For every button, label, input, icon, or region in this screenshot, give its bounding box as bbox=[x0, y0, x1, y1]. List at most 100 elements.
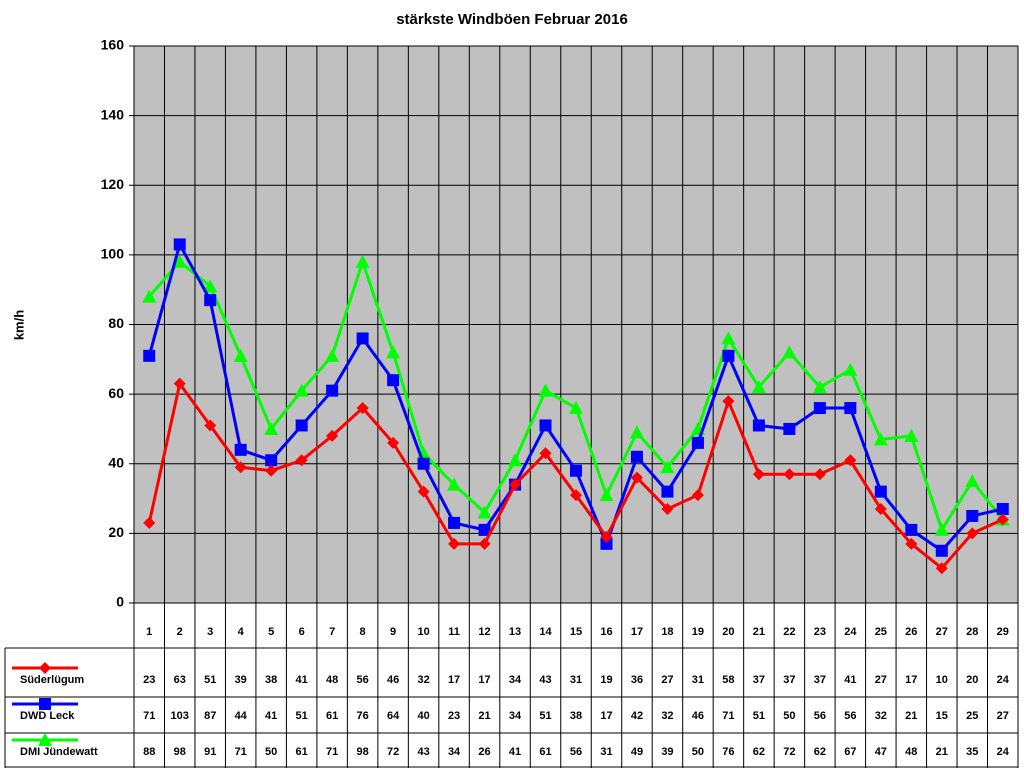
point bbox=[600, 530, 613, 543]
y-tick-label: 60 bbox=[108, 385, 124, 401]
table-value: 48 bbox=[326, 674, 338, 686]
point bbox=[172, 254, 187, 268]
point bbox=[783, 422, 796, 435]
table-value: 34 bbox=[448, 746, 461, 758]
point bbox=[812, 380, 827, 394]
point bbox=[843, 362, 858, 376]
x-tick-label: 13 bbox=[509, 626, 521, 638]
x-tick-label: 9 bbox=[390, 626, 396, 638]
x-tick-label: 24 bbox=[844, 626, 857, 638]
table-value: 56 bbox=[844, 710, 856, 722]
table-value: 24 bbox=[997, 746, 1010, 758]
table-value: 51 bbox=[753, 710, 765, 722]
x-tick-label: 2 bbox=[177, 626, 183, 638]
table-value: 71 bbox=[143, 710, 155, 722]
point bbox=[905, 537, 918, 550]
table-value: 46 bbox=[692, 710, 704, 722]
point bbox=[142, 289, 157, 303]
table-value: 62 bbox=[814, 746, 826, 758]
point bbox=[264, 421, 279, 435]
table-value: 88 bbox=[143, 746, 155, 758]
x-tick-label: 7 bbox=[329, 626, 335, 638]
point bbox=[996, 503, 1009, 516]
table-value: 36 bbox=[631, 674, 643, 686]
table-value: 103 bbox=[171, 710, 189, 722]
point bbox=[417, 485, 430, 498]
table-value: 72 bbox=[783, 746, 795, 758]
table-value: 51 bbox=[539, 710, 551, 722]
y-tick-label: 0 bbox=[116, 594, 124, 610]
point bbox=[630, 471, 643, 484]
point bbox=[204, 419, 217, 432]
point bbox=[600, 537, 613, 550]
point bbox=[447, 477, 462, 491]
point bbox=[204, 294, 217, 307]
point bbox=[752, 419, 765, 432]
point bbox=[387, 436, 400, 449]
x-tick-label: 16 bbox=[600, 626, 612, 638]
point bbox=[752, 468, 765, 481]
x-tick-label: 11 bbox=[448, 626, 460, 638]
point bbox=[722, 395, 735, 408]
point bbox=[965, 474, 980, 488]
table-value: 32 bbox=[417, 674, 429, 686]
table-value: 62 bbox=[753, 746, 765, 758]
legend-label: DMI Jündewatt bbox=[20, 746, 98, 758]
point bbox=[966, 527, 979, 540]
point bbox=[143, 516, 156, 529]
y-axis-label: km/h bbox=[11, 310, 26, 340]
point bbox=[448, 537, 461, 550]
table-value: 41 bbox=[844, 674, 856, 686]
point bbox=[233, 348, 248, 362]
table-value: 37 bbox=[753, 674, 765, 686]
table-value: 43 bbox=[539, 674, 551, 686]
y-tick-label: 140 bbox=[101, 106, 125, 122]
point bbox=[356, 402, 369, 415]
point bbox=[660, 460, 675, 474]
table-value: 10 bbox=[936, 674, 948, 686]
point bbox=[783, 468, 796, 481]
table-value: 27 bbox=[997, 710, 1009, 722]
x-tick-label: 27 bbox=[936, 626, 948, 638]
point bbox=[173, 238, 186, 251]
table-value: 50 bbox=[783, 710, 795, 722]
x-tick-label: 1 bbox=[146, 626, 152, 638]
table-value: 25 bbox=[966, 710, 978, 722]
table-value: 34 bbox=[509, 710, 522, 722]
table-value: 61 bbox=[326, 710, 338, 722]
point bbox=[661, 503, 674, 516]
point bbox=[294, 383, 309, 397]
y-tick-label: 80 bbox=[108, 315, 124, 331]
point bbox=[387, 374, 400, 387]
point bbox=[234, 443, 247, 456]
legend-marker bbox=[38, 733, 52, 746]
y-tick-label: 20 bbox=[108, 524, 124, 540]
x-tick-label: 23 bbox=[814, 626, 826, 638]
point bbox=[722, 349, 735, 362]
y-tick-label: 40 bbox=[108, 454, 124, 470]
y-tick-label: 160 bbox=[101, 37, 125, 53]
table-value: 40 bbox=[417, 710, 429, 722]
table-value: 17 bbox=[905, 674, 917, 686]
point bbox=[477, 505, 492, 519]
chart-title: stärkste Windböen Februar 2016 bbox=[396, 11, 628, 28]
point bbox=[265, 464, 278, 477]
table-value: 49 bbox=[631, 746, 643, 758]
table-value: 56 bbox=[356, 674, 368, 686]
point bbox=[844, 402, 857, 415]
point bbox=[386, 345, 401, 359]
table-value: 42 bbox=[631, 710, 643, 722]
point bbox=[751, 380, 766, 394]
point bbox=[935, 562, 948, 575]
point bbox=[478, 537, 491, 550]
table-value: 19 bbox=[600, 674, 612, 686]
point bbox=[417, 457, 430, 470]
x-tick-label: 12 bbox=[478, 626, 490, 638]
table-value: 31 bbox=[692, 674, 704, 686]
x-tick-label: 21 bbox=[753, 626, 765, 638]
table-value: 71 bbox=[722, 710, 734, 722]
table-value: 15 bbox=[936, 710, 948, 722]
table-value: 67 bbox=[844, 746, 856, 758]
point bbox=[721, 331, 736, 345]
table-value: 35 bbox=[966, 746, 978, 758]
